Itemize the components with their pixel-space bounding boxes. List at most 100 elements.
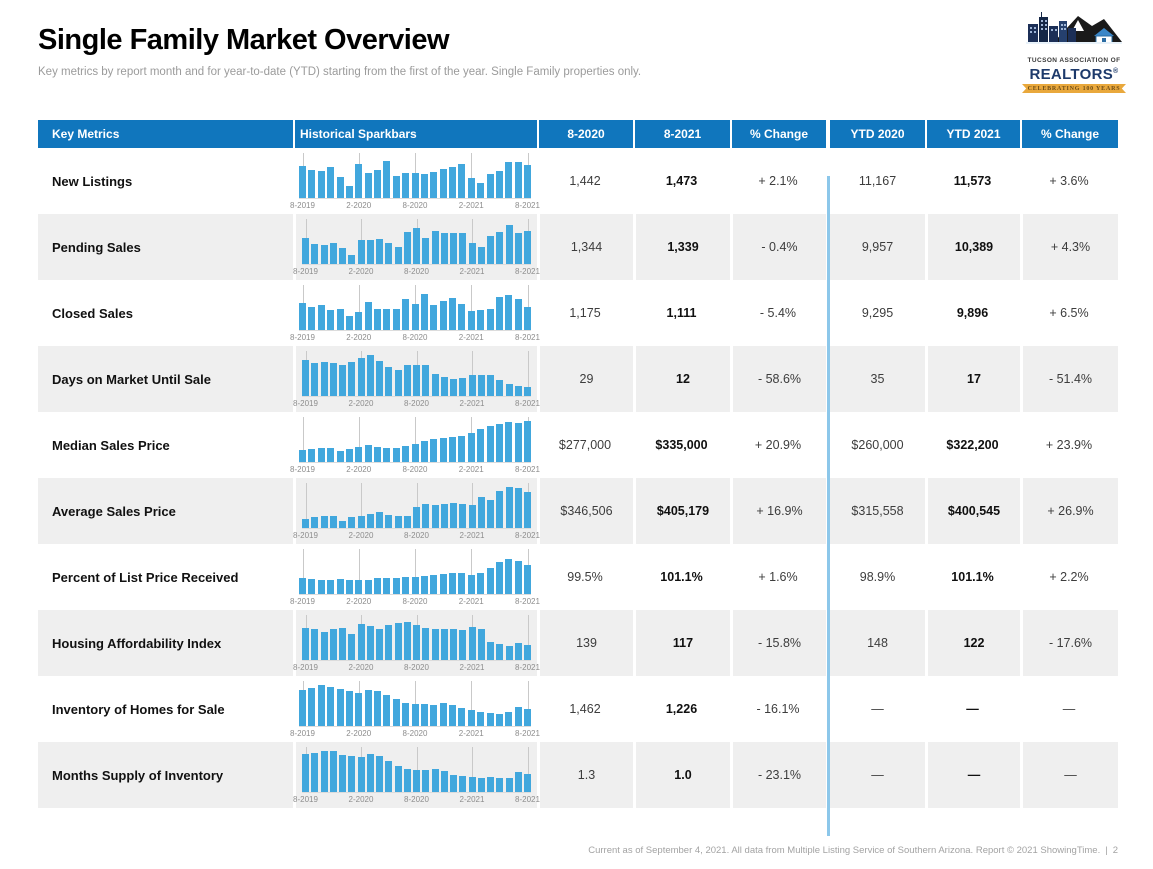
sparkbar-bar xyxy=(308,448,316,462)
sparkbar-bar xyxy=(449,573,456,594)
sparkbar-bar xyxy=(302,518,309,528)
sparkbar-bar xyxy=(355,692,363,726)
sparkbar-bar xyxy=(450,233,457,264)
sparkbar-bar xyxy=(524,230,531,264)
sparkbar-bar xyxy=(403,515,411,528)
sparkbar-bar xyxy=(505,384,513,396)
cell-percent-change-ytd: - 17.6% xyxy=(1020,610,1118,676)
sparkbar-bar xyxy=(402,577,410,594)
cell-percent-change-month: + 16.9% xyxy=(730,478,826,544)
metric-label: Percent of List Price Received xyxy=(52,569,239,585)
cell-month-2021: $335,000 xyxy=(655,438,708,452)
sparkbar-bar xyxy=(336,688,344,726)
sparkbar-bar xyxy=(467,311,475,330)
sparkbar-tick-line xyxy=(527,351,529,396)
cell-ytd-2020: 9,295 xyxy=(861,306,894,320)
sparkbar-bar xyxy=(374,308,381,330)
logo-realtors-wordmark: REALTORS® xyxy=(1029,66,1119,83)
sparkbar-bar xyxy=(385,514,393,528)
table-header-row: Key Metrics Historical Sparkbars 8-2020 … xyxy=(38,120,1118,148)
sparkbar-bar xyxy=(496,231,504,264)
sparkbar-bar xyxy=(317,685,325,726)
sparkbar-bar xyxy=(514,706,522,726)
sparkbar-bar xyxy=(385,367,393,396)
sparkbar-bar xyxy=(317,305,325,330)
sparkbar-tick-line xyxy=(415,681,416,726)
sparkbar-bar xyxy=(431,230,439,264)
sparkbar-bar xyxy=(449,166,456,198)
sparkbar-axis-label: 8-2020 xyxy=(404,267,429,276)
table-body: New Listings 8-2019 2-2020 8-2020 2-2021 8-20… xyxy=(38,148,1118,836)
sparkbar-bar xyxy=(440,233,448,264)
sparkbar-bar xyxy=(411,576,419,594)
sparkbar-bar xyxy=(524,773,531,792)
sparkbar-bar xyxy=(411,703,419,726)
sparkbar-bar xyxy=(430,305,438,330)
sparkbar-bar xyxy=(299,689,306,726)
page-number: 2 xyxy=(1112,845,1118,856)
sparkbar-axis-label: 8-2019 xyxy=(290,597,315,606)
sparkbar-bar xyxy=(348,362,356,396)
sparkbar-bar xyxy=(468,504,476,528)
cell-percent-change-ytd: — xyxy=(1062,702,1076,716)
sparkbar-bar xyxy=(413,625,420,660)
cell-month-2021: 1,339 xyxy=(633,214,730,280)
sparkbar-bar xyxy=(459,377,467,396)
sparkbar-tick-line xyxy=(358,285,360,330)
sparkbar-bar xyxy=(486,308,494,330)
table-row: Inventory of Homes for Sale 8-2019 2-2020 8… xyxy=(38,676,1118,742)
sparkbar-bar xyxy=(383,160,391,198)
sparkbar-bar xyxy=(392,698,400,726)
sparkbar-bar xyxy=(385,625,393,660)
sparkbar-bar xyxy=(486,712,494,726)
sparkbar-bar xyxy=(364,173,372,198)
sparkbar-axis-label: 2-2020 xyxy=(348,399,374,408)
sparkbar-bar xyxy=(505,486,513,528)
sparkbar-bar xyxy=(376,239,383,264)
sparkbar-bar xyxy=(317,447,325,462)
cell-month-2020: $346,506 xyxy=(537,478,633,544)
sparkbar-bar xyxy=(311,244,319,264)
cell-ytd-2020: 9,957 xyxy=(830,214,925,280)
cell-month-2020: $277,000 xyxy=(558,438,612,452)
sparkbar-bar xyxy=(524,386,531,396)
sparkbar-axis-label: 8-2021 xyxy=(515,597,540,606)
sparkbar-bar xyxy=(402,173,410,198)
sparkbar-bar xyxy=(339,521,346,528)
sparkbar-bar xyxy=(394,622,402,660)
sparkbar-bar xyxy=(320,750,328,792)
cell-month-2021: 1,226 xyxy=(665,702,698,716)
sparkbar-bar xyxy=(374,169,381,198)
cell-ytd-2021: — xyxy=(925,742,1020,808)
sparkbar-tick-line xyxy=(415,549,416,594)
sparkbar-bar xyxy=(467,433,475,462)
sparkbar-axis-label: 8-2019 xyxy=(290,729,315,738)
sparkbar-bar xyxy=(439,574,447,594)
cell-ytd-2021: $322,200 xyxy=(946,438,999,452)
cell-month-2021: 117 xyxy=(633,610,730,676)
footer-note: Current as of September 4, 2021. All dat… xyxy=(588,845,1118,856)
sparkbar-bar xyxy=(311,362,319,396)
sparkbar-bar xyxy=(345,315,353,330)
sparkbar-bar xyxy=(459,776,467,792)
sparkbar-axis-label: 8-2019 xyxy=(293,399,318,408)
sparkbar-bar xyxy=(514,772,522,792)
cell-month-2021: 101.1% xyxy=(660,570,703,584)
sparkbar-tick-line xyxy=(471,549,473,594)
header-key-metrics: Key Metrics xyxy=(52,127,120,141)
sparkbar-bar xyxy=(339,754,346,792)
cell-percent-change-month: - 5.4% xyxy=(759,306,797,320)
sparkbar-bar xyxy=(357,757,365,792)
registered-mark: ® xyxy=(1113,68,1119,75)
sparkbar-bar xyxy=(302,238,309,264)
sparkbar-axis-label: 8-2019 xyxy=(290,333,315,342)
sparkbar-axis-label: 2-2020 xyxy=(348,663,374,672)
sparkbar-bar xyxy=(449,705,456,726)
sparkbar-bar xyxy=(496,644,504,660)
sparkbar-axis-label: 8-2020 xyxy=(402,465,428,474)
sparkbar-bar xyxy=(505,224,513,264)
sparkbar-bar xyxy=(311,752,319,792)
sparkbar-axis-label: 8-2019 xyxy=(293,795,318,804)
sparkbar-bar xyxy=(364,579,372,594)
sparkbar-bar xyxy=(374,578,381,594)
